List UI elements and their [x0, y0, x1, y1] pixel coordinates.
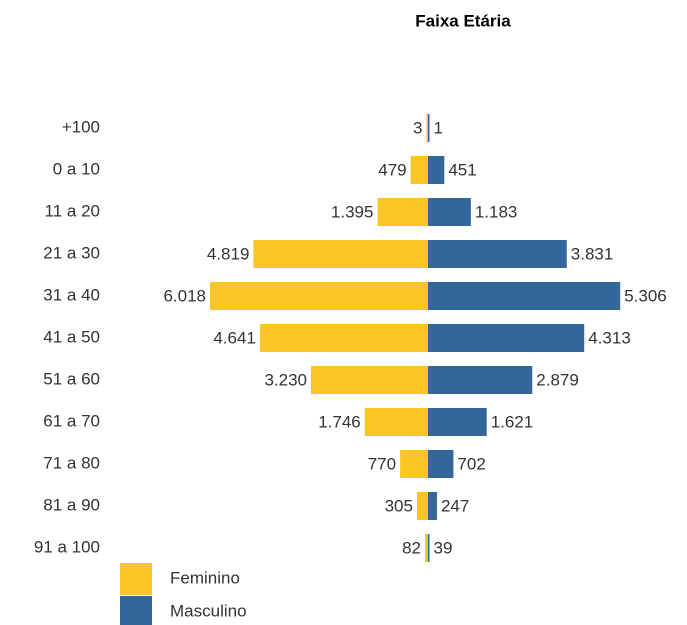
bar — [428, 240, 567, 268]
value-label: 305 — [385, 496, 413, 515]
category-label: 51 a 60 — [43, 369, 100, 388]
value-label: 247 — [441, 496, 469, 515]
value-label: 702 — [457, 454, 485, 473]
value-label: 770 — [368, 454, 396, 473]
value-label: 1 — [434, 118, 443, 137]
chart-title: Faixa Etária — [415, 11, 511, 30]
bar — [428, 114, 430, 142]
bar — [428, 324, 585, 352]
category-label: 61 a 70 — [43, 411, 100, 430]
value-label: 3.230 — [264, 370, 307, 389]
category-label: 81 a 90 — [43, 495, 100, 514]
legend-label: Masculino — [170, 601, 247, 620]
bar — [400, 450, 428, 478]
value-label: 3 — [413, 118, 422, 137]
bar — [410, 156, 428, 184]
value-label: 479 — [378, 160, 406, 179]
bar — [428, 282, 621, 310]
value-label: 451 — [448, 160, 476, 179]
legend-label: Feminino — [170, 568, 240, 587]
bar — [428, 534, 430, 562]
category-label: 31 a 40 — [43, 285, 100, 304]
value-label: 1.621 — [491, 412, 534, 431]
bar — [428, 366, 533, 394]
value-label: 5.306 — [624, 286, 667, 305]
category-label: 71 a 80 — [43, 453, 100, 472]
value-label: 1.183 — [475, 202, 518, 221]
category-label: 91 a 100 — [34, 537, 100, 556]
value-label: 4.641 — [213, 328, 256, 347]
value-label: 4.313 — [588, 328, 631, 347]
value-label: 1.395 — [331, 202, 374, 221]
bar — [259, 324, 428, 352]
bar — [425, 534, 428, 562]
category-label: 0 a 10 — [53, 159, 100, 178]
bar — [428, 492, 437, 520]
value-label: 39 — [434, 538, 453, 557]
bar — [377, 198, 428, 226]
legend-swatch — [120, 563, 152, 595]
value-label: 6.018 — [163, 286, 206, 305]
value-label: 2.879 — [536, 370, 579, 389]
category-label: 11 a 20 — [45, 201, 100, 220]
value-label: 1.746 — [318, 412, 361, 431]
category-label: 21 a 30 — [43, 243, 100, 262]
bar — [364, 408, 428, 436]
bar — [426, 114, 428, 142]
category-label: +100 — [62, 117, 100, 136]
value-label: 82 — [402, 538, 421, 557]
value-label: 3.831 — [571, 244, 614, 263]
bar — [428, 198, 471, 226]
bar — [253, 240, 428, 268]
bar — [416, 492, 428, 520]
bar — [428, 450, 454, 478]
category-label: 41 a 50 — [43, 327, 100, 346]
bar — [210, 282, 428, 310]
legend-swatch — [120, 596, 152, 625]
value-label: 4.819 — [207, 244, 250, 263]
bar — [428, 156, 445, 184]
bar — [428, 408, 487, 436]
bar — [310, 366, 428, 394]
